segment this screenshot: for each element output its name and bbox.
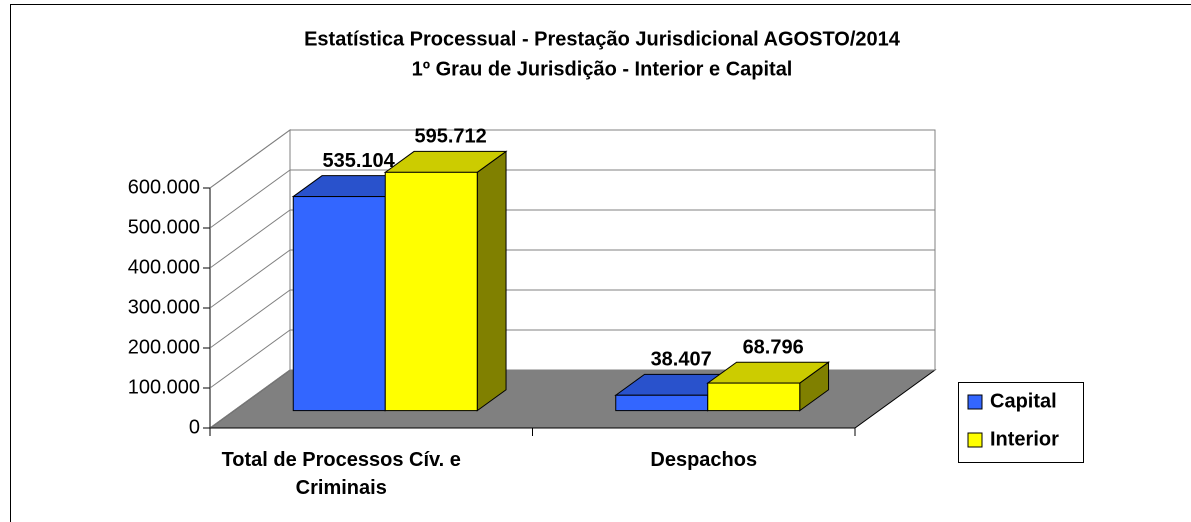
y-tick-label: 300.000 [128, 296, 200, 318]
bar [292, 196, 386, 412]
bar [384, 171, 478, 412]
value-label: 535.104 [323, 150, 396, 172]
bar [707, 382, 801, 412]
grid-line [209, 329, 935, 389]
x-tick-label: Despachos [650, 449, 758, 471]
y-tick-label: 500.000 [128, 216, 200, 238]
grid-line [209, 129, 935, 189]
y-tick-label: 100.000 [128, 376, 200, 398]
value-label: 38.407 [651, 349, 712, 371]
grid-line [209, 169, 935, 229]
grid-line [209, 209, 935, 269]
chart-subtitle: 1º Grau de Jurisdição - Interior e Capit… [412, 58, 793, 80]
legend-label: Capital [990, 390, 1057, 412]
bar [615, 394, 709, 412]
value-label: 595.712 [415, 126, 487, 148]
y-tick-label: 400.000 [128, 256, 200, 278]
legend-label: Interior [990, 428, 1059, 450]
legend-swatch [967, 432, 983, 448]
bar-side [476, 150, 507, 412]
y-tick-label: 600.000 [128, 176, 200, 198]
grid-line [209, 249, 935, 309]
value-label: 68.796 [743, 336, 804, 358]
legend-swatch [967, 394, 983, 410]
x-tick-label: Total de Processos Cív. e Criminais [221, 449, 461, 499]
chart-title: Estatística Processual - Prestação Juris… [304, 28, 901, 50]
y-tick-label: 200.000 [128, 336, 200, 358]
y-tick-label: 0 [189, 416, 200, 438]
grid-line [209, 289, 935, 349]
